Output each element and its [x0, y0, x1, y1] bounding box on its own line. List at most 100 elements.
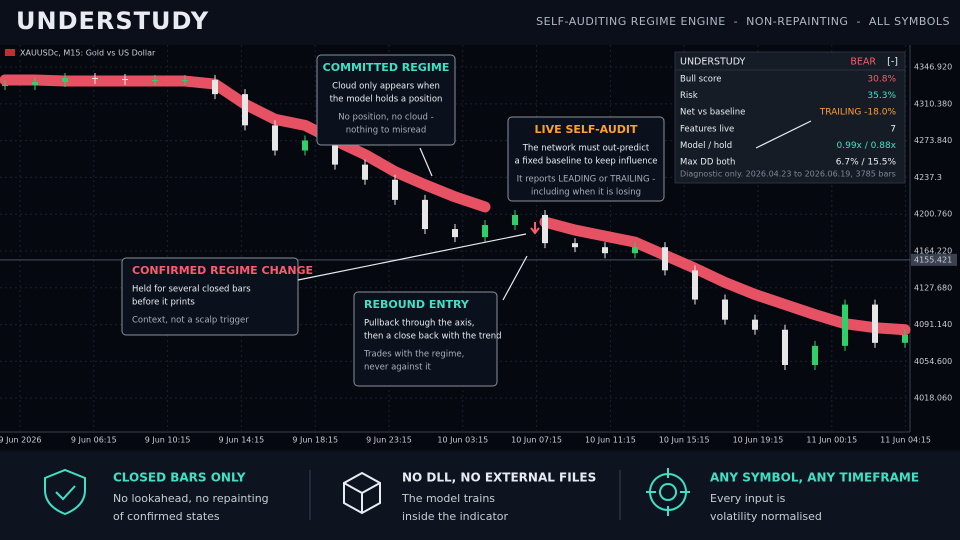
x-tick-label: 10 Jun 19:15 — [733, 436, 784, 445]
panel-row-value: TRAILING -18.0% — [819, 108, 897, 118]
candle — [362, 164, 368, 180]
candle — [422, 199, 428, 230]
y-tick-label: 4237.3 — [914, 173, 942, 182]
callout-line: The network must out-predict — [522, 144, 650, 154]
callout-arrow — [297, 233, 527, 281]
panel-box — [674, 51, 906, 184]
symbol-icon — [5, 49, 15, 56]
panel-row-value: 35.3% — [867, 91, 896, 101]
y-tick-label: 4127.680 — [914, 283, 952, 292]
footer-title: NO DLL, NO EXTERNAL FILES — [402, 471, 596, 485]
candle — [782, 329, 788, 365]
callout-line: Pullback through the axis, — [364, 319, 474, 329]
footer-line: inside the indicator — [402, 510, 509, 523]
footer-icon — [646, 468, 690, 516]
symbol-label: XAUUSDc, M15: Gold vs US Dollar — [20, 49, 156, 58]
footer-line: Every input is — [710, 492, 786, 505]
candle — [812, 345, 818, 365]
candle — [302, 140, 308, 151]
callout-arrow — [419, 147, 433, 177]
x-tick-label: 10 Jun 03:15 — [437, 436, 488, 445]
candle — [662, 247, 668, 271]
y-tick-label: 4310.380 — [914, 99, 952, 108]
panel-row-label: Features live — [680, 124, 734, 134]
x-tick-label: 9 Jun 14:15 — [219, 436, 265, 445]
candle — [692, 270, 698, 300]
candle — [152, 80, 158, 82]
callout-sub: including when it is losing — [531, 188, 641, 198]
callout-line: the model holds a position — [330, 95, 443, 105]
callout-title: REBOUND ENTRY — [364, 298, 470, 311]
footer-line: No lookahead, no repainting — [113, 492, 269, 505]
x-tick-label: 9 Jun 06:15 — [71, 436, 117, 445]
callout-sub: Trades with the regime, — [363, 350, 464, 360]
footer-title: CLOSED BARS ONLY — [113, 471, 246, 485]
candle — [212, 80, 218, 95]
callout-line: a fixed baseline to keep influence — [514, 157, 657, 167]
y-tick-label: 4200.760 — [914, 210, 952, 219]
panel-toggle: [-] — [887, 57, 898, 68]
callout-line: Cloud only appears when — [332, 82, 440, 92]
callout-title: LIVE SELF-AUDIT — [535, 123, 638, 136]
x-tick-label: 10 Jun 11:15 — [585, 436, 636, 445]
header-tagline: SELF-AUDITING REGIME ENGINE - NON-REPAIN… — [536, 15, 950, 28]
candle — [872, 304, 878, 343]
callout-arrow — [502, 255, 528, 301]
panel-row-value: 7 — [890, 124, 896, 134]
overlays: COMMITTED REGIME Cloud only appears when t… — [44, 51, 919, 523]
candle — [842, 304, 848, 346]
x-tick-label: 9 Jun 2026 — [0, 436, 42, 445]
footer-line: The model trains — [401, 492, 495, 505]
footer-title: ANY SYMBOL, ANY TIMEFRAME — [710, 471, 919, 485]
candle — [2, 85, 8, 87]
callout-sub: It reports LEADING or TRAILING - — [517, 175, 656, 185]
y-tick-label: 4164.220 — [914, 246, 952, 255]
callout-line: Held for several closed bars — [132, 285, 251, 295]
candle — [272, 125, 278, 151]
candle — [452, 229, 458, 238]
candle — [632, 247, 638, 254]
panel-row-label: Risk — [680, 91, 698, 101]
y-tick-label: 4091.140 — [914, 320, 952, 329]
x-tick-label: 10 Jun 07:15 — [511, 436, 562, 445]
signal-arrow — [530, 222, 540, 235]
panel-title: UNDERSTUDY — [680, 57, 746, 68]
panel-note: Diagnostic only. 2026.04.23 to 2026.06.1… — [680, 170, 896, 179]
candle — [32, 82, 38, 86]
x-tick-label: 9 Jun 23:15 — [366, 436, 412, 445]
header-title: UNDERSTUDY — [16, 7, 209, 35]
x-tick-label: 11 Jun 04:15 — [880, 436, 931, 445]
callout-box — [316, 54, 456, 146]
callout-sub: No position, no cloud - — [338, 113, 433, 123]
x-tick-label: 9 Jun 18:15 — [292, 436, 338, 445]
callout-line: before it prints — [132, 298, 195, 308]
panel-row-value: 6.7% / 15.5% — [836, 158, 897, 168]
panel-row-value: 30.8% — [867, 75, 896, 85]
current-price-label: 4155.421 — [914, 255, 952, 264]
panel-arrow — [755, 120, 812, 149]
callout-sub: nothing to misread — [346, 126, 427, 136]
candle — [512, 214, 518, 226]
callout-box — [507, 116, 665, 202]
callout-sub: Context, not a scalp trigger — [132, 316, 249, 326]
candle — [92, 78, 98, 80]
candle — [122, 79, 128, 81]
panel-row-label: Bull score — [680, 75, 721, 85]
candle — [722, 299, 728, 320]
candle — [482, 225, 488, 238]
panel-row-value: 0.99x / 0.88x — [837, 141, 897, 151]
x-tick-label: 11 Jun 00:15 — [806, 436, 857, 445]
y-tick-label: 4273.840 — [914, 136, 952, 145]
y-tick-label: 4346.920 — [914, 63, 952, 72]
panel-row-label: Net vs baseline — [680, 108, 745, 118]
candle — [392, 179, 398, 200]
candle — [902, 334, 908, 343]
callout-title: CONFIRMED REGIME CHANGE — [132, 264, 313, 277]
footer-line: volatility normalised — [710, 510, 822, 523]
candle — [332, 140, 338, 165]
candle — [242, 94, 248, 126]
candle — [62, 78, 68, 83]
candle — [182, 80, 188, 82]
